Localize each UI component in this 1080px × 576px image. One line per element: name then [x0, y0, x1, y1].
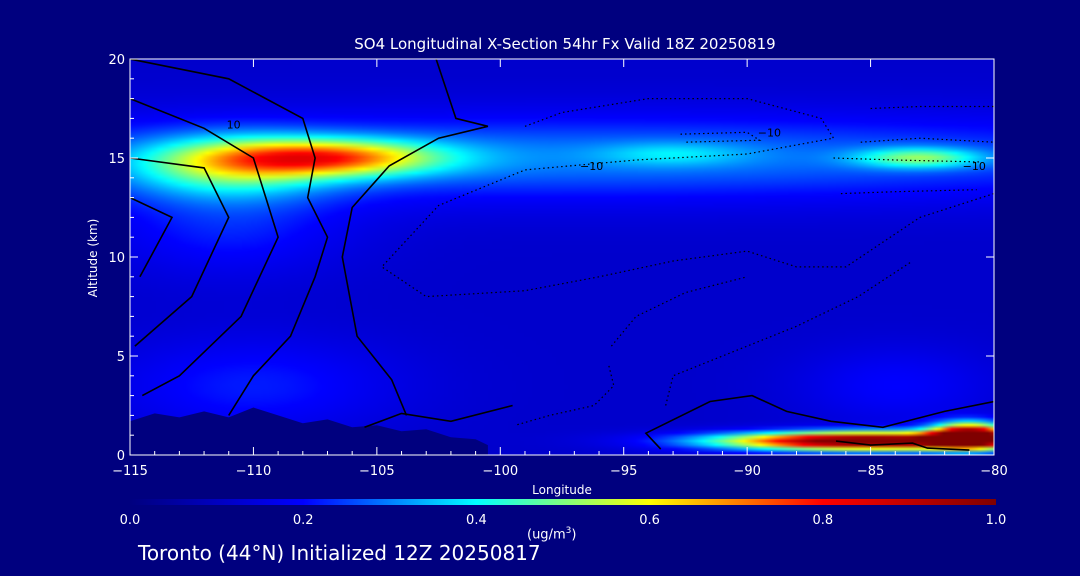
contour-line — [514, 365, 615, 426]
y-tick-label: 20 — [108, 53, 125, 68]
y-tick-label: 10 — [108, 251, 125, 266]
contour-line — [610, 276, 748, 347]
contour-line — [130, 59, 329, 416]
colorbar-tick-label: 0.6 — [639, 513, 660, 528]
contour-line — [130, 97, 279, 397]
footer-init-info: Toronto (44°N) Initialized 12Z 20250817 — [138, 541, 541, 565]
colorbar-tick-label: 0.2 — [293, 513, 314, 528]
colorbar-tick-label: 1.0 — [986, 513, 1007, 528]
colorbar-tick-label: 0.4 — [466, 513, 487, 528]
contour-label: −10 — [963, 160, 986, 173]
chart-title: SO4 Longitudinal X-Section 54hr Fx Valid… — [354, 35, 775, 53]
contour-line — [680, 131, 762, 143]
contour-line — [364, 404, 513, 429]
contour-line — [860, 137, 994, 143]
contour-labels: 10 −10 −10 −10 — [227, 118, 986, 173]
contour-line — [644, 394, 994, 450]
x-tick-label: −115 — [112, 464, 148, 479]
x-axis-label: Longitude — [532, 483, 592, 497]
contour-line — [130, 196, 174, 278]
colorbar-tick-label: 0.8 — [812, 513, 833, 528]
contour-line — [341, 59, 489, 416]
contour-label: 10 — [227, 118, 241, 131]
contour-line — [835, 440, 970, 451]
x-tick-label: −105 — [359, 464, 395, 479]
colorbar-ticks: 0.0 0.2 0.4 0.6 0.8 1.0 — [120, 513, 1007, 528]
plot-area: 10 −10 −10 −10 — [130, 59, 994, 455]
x-tick-label: −85 — [857, 464, 884, 479]
x-tick-label: −100 — [482, 464, 518, 479]
x-tick-label: −90 — [733, 464, 760, 479]
contour-lines — [130, 59, 994, 451]
x-tick-label: −95 — [610, 464, 637, 479]
colorbar — [130, 499, 996, 505]
y-tick-label: 5 — [117, 350, 125, 365]
colorbar-tick-label: 0.0 — [120, 513, 141, 528]
contour-line — [840, 189, 977, 195]
x-tick-label: −80 — [980, 464, 1007, 479]
y-axis-label: Altitude (km) — [86, 219, 100, 298]
terrain-mask — [130, 407, 488, 455]
y-axis: 0 5 10 15 20 — [108, 53, 994, 464]
x-tick-label: −110 — [236, 464, 272, 479]
x-axis: −115 −110 −105 −100 −95 −90 −85 −80 — [112, 59, 1008, 479]
contour-label: −10 — [580, 160, 603, 173]
y-tick-label: 0 — [117, 449, 125, 464]
colorbar-units: (ug/m3) — [527, 526, 577, 543]
contour-line — [130, 157, 230, 347]
y-tick-label: 15 — [108, 152, 125, 167]
concentration-heatmap — [130, 59, 994, 455]
contour-label: −10 — [758, 126, 781, 139]
